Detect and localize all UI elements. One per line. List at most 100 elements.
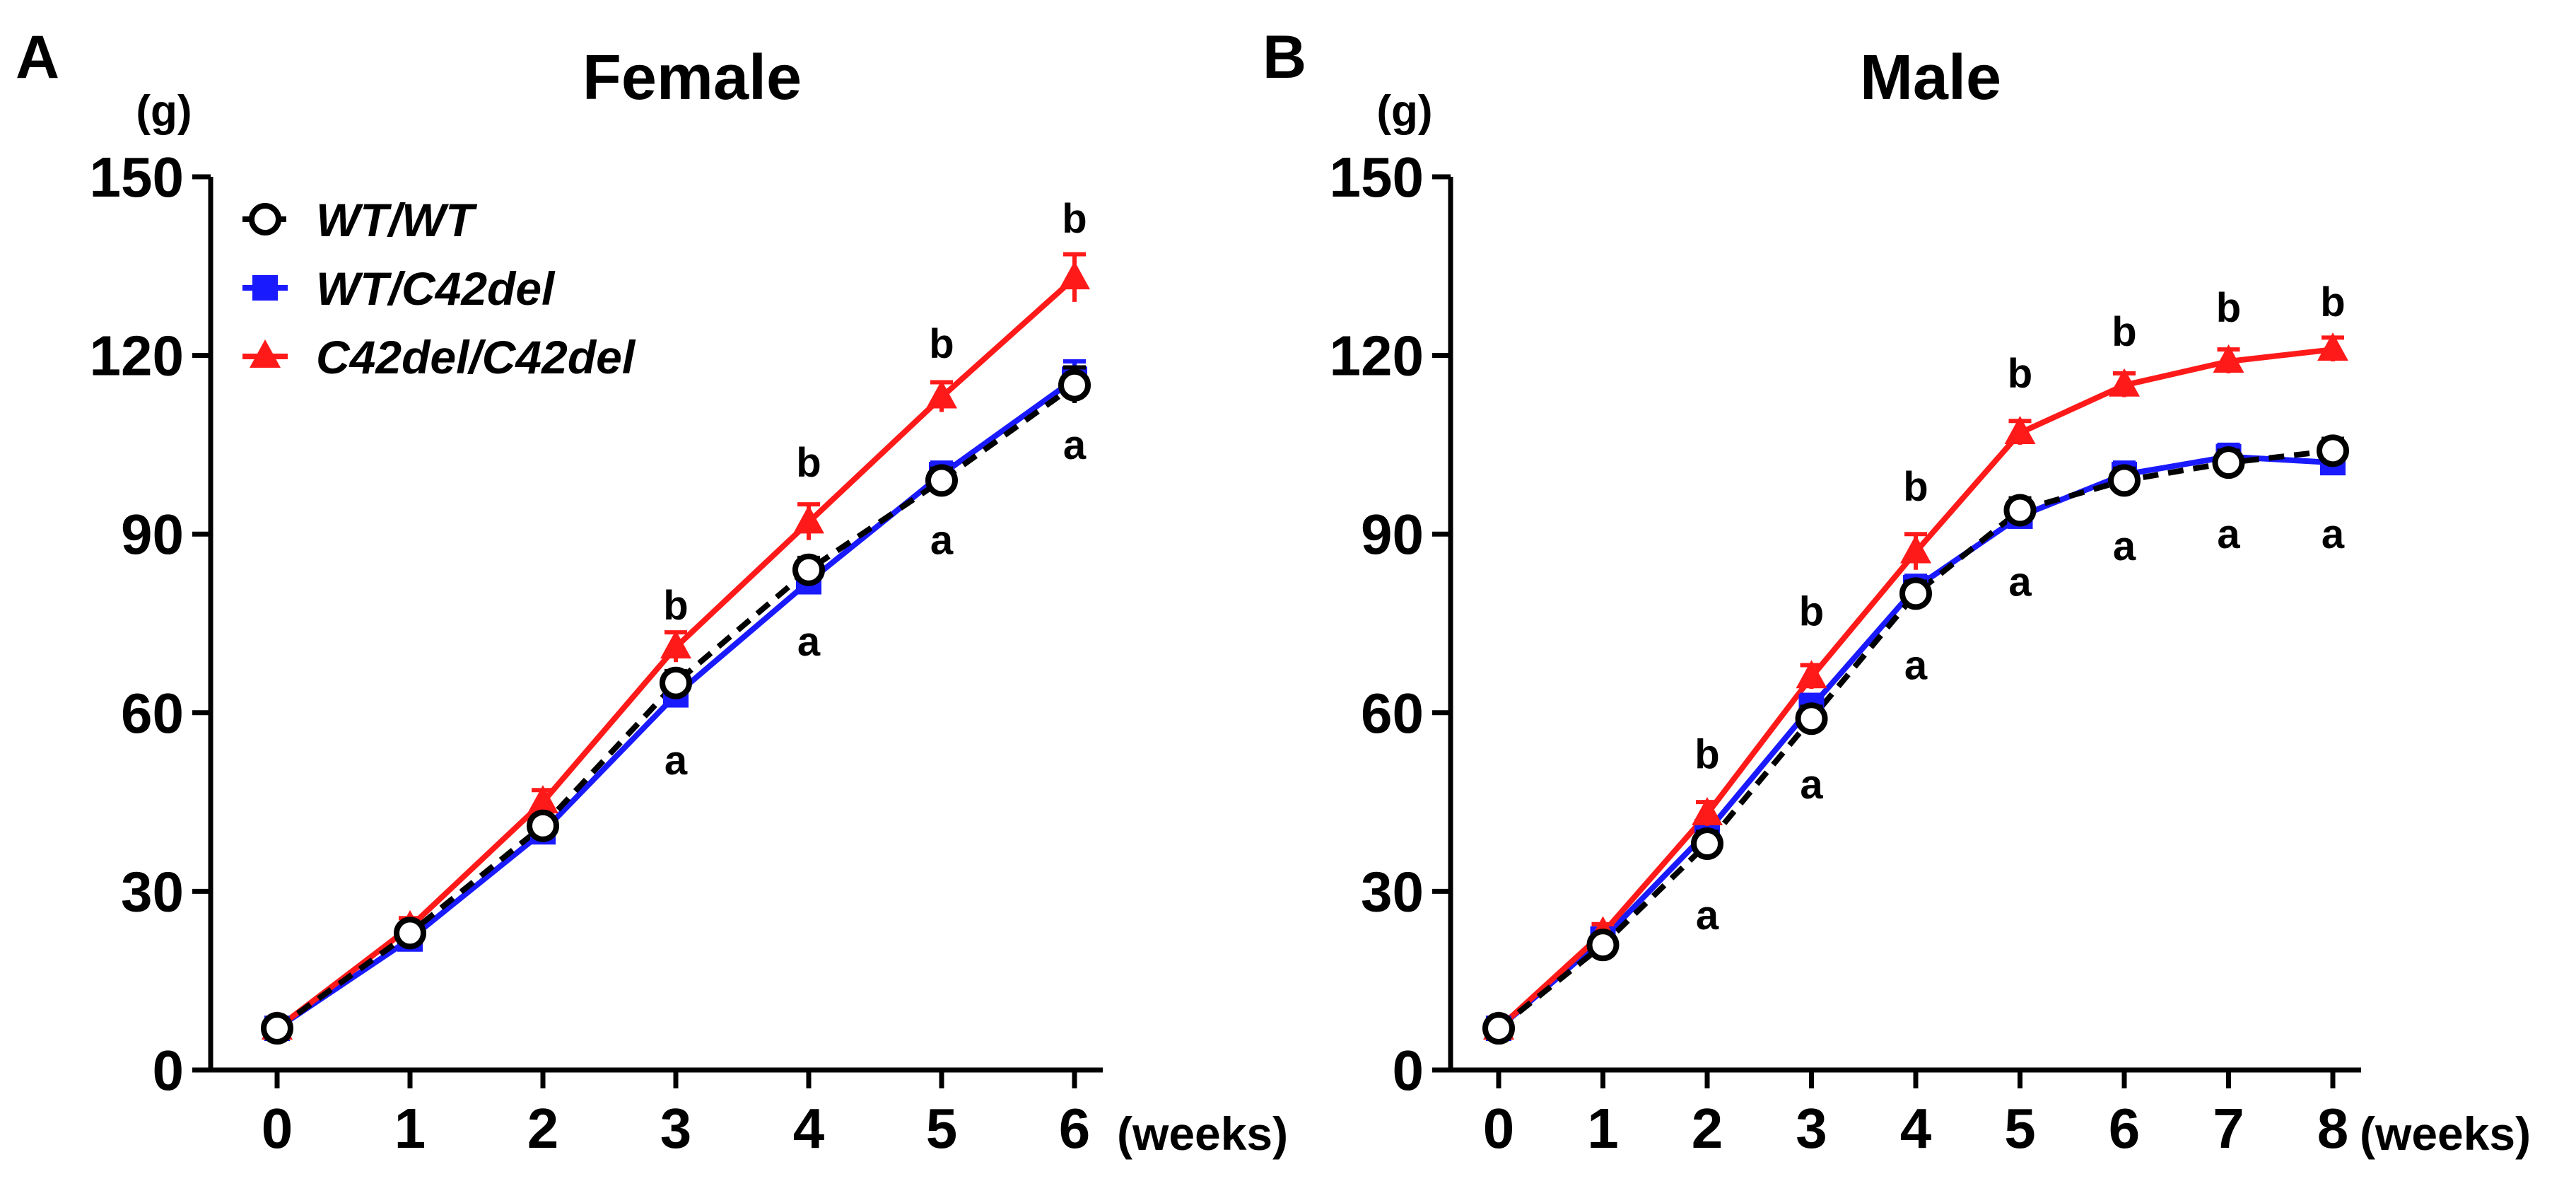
panel-a-point-wt-wt xyxy=(527,809,559,842)
panel-a-x-tick-label: 5 xyxy=(926,1097,958,1160)
panel-b-y-tick-label: 0 xyxy=(1393,1039,1424,1102)
panel-b-x-tick-label: 8 xyxy=(2317,1097,2349,1160)
panel-b-x-tick-label: 5 xyxy=(2004,1097,2036,1160)
panel-a-point-wt-wt xyxy=(261,1012,293,1045)
panel-a-point-c42del-c42del xyxy=(1059,261,1090,290)
panel-a-point-wt-wt xyxy=(792,553,825,586)
panel-b-point-c42del-c42del xyxy=(1796,660,1827,689)
panel-b-point-wt-wt xyxy=(2108,464,2141,497)
panel-b-y-tick-label: 150 xyxy=(1330,146,1424,209)
legend-marker-wt-wt xyxy=(249,203,281,235)
panel-a-point-c42del-c42del xyxy=(793,505,824,534)
panel-b-x-tick-label: 0 xyxy=(1483,1097,1515,1160)
panel-b-significance-letter: b xyxy=(2008,351,2032,397)
panel-b-significance-letter: b xyxy=(1799,589,1824,635)
panel-b: B Male (g) (weeks) 0 30 60 90 120 150 0 1 2 3 4 5 6 7… xyxy=(1263,23,2531,1160)
panel-a-x-tick-label: 0 xyxy=(262,1097,293,1160)
panel-b-point-c42del-c42del xyxy=(2109,368,2140,397)
panel-b-y-tick-label: 60 xyxy=(1361,682,1424,745)
panel-b-x-tick-label: 7 xyxy=(2213,1097,2244,1160)
panel-b-significance-letter: b xyxy=(2320,279,2345,325)
panel-a-letter: A xyxy=(16,23,59,91)
panel-a-point-wt-wt xyxy=(394,917,426,950)
panel-a-y-unit: (g) xyxy=(136,87,192,136)
panel-a-x-tick-label: 1 xyxy=(394,1097,426,1160)
panel-b-x-tick-label: 4 xyxy=(1900,1097,1932,1160)
panel-a-x-tick-label: 3 xyxy=(660,1097,692,1160)
panel-b-plot-area: b a b a b a b a b a b a b a xyxy=(1482,279,2349,1045)
panel-a-point-c42del-c42del xyxy=(926,380,957,409)
panel-b-point-wt-wt xyxy=(1795,702,1828,735)
panel-a-point-wt-wt xyxy=(925,464,958,497)
panel-a-point-c42del-c42del xyxy=(660,630,691,659)
panel-a-axes: 0 30 60 90 120 150 0 1 2 3 4 5 6 xyxy=(90,146,1103,1160)
panel-b-significance-letter: a xyxy=(2113,523,2136,569)
panel-b-y-unit: (g) xyxy=(1376,87,1432,136)
panel-b-significance-letter: a xyxy=(1904,642,1928,688)
panel-a-point-wt-wt xyxy=(1058,368,1091,402)
legend-label-wt-c42del: WT/C42del xyxy=(316,262,556,315)
panel-a-x-tick-label: 6 xyxy=(1059,1097,1091,1160)
panel-b-title: Male xyxy=(1860,42,2001,113)
panel-a-y-tick-label: 150 xyxy=(90,146,184,209)
panel-b-significance-letter: a xyxy=(2217,511,2240,557)
panel-b-significance-letter: b xyxy=(1694,732,1719,778)
panel-a-y-tick-label: 90 xyxy=(121,503,184,566)
panel-a-y-tick-label: 120 xyxy=(90,325,184,388)
legend-label-c42del-c42del: C42del/C42del xyxy=(316,331,636,383)
panel-a-y-tick-label: 30 xyxy=(121,860,184,923)
panel-a-point-c42del-c42del xyxy=(527,785,558,814)
panel-b-x-unit: (weeks) xyxy=(2360,1107,2531,1160)
panel-b-significance-letter: a xyxy=(2322,511,2345,557)
panel-b-significance-letter: b xyxy=(2112,309,2136,355)
legend-label-wt-wt: WT/WT xyxy=(316,194,477,246)
panel-b-significance-letter: a xyxy=(1696,892,1719,938)
panel-b-point-c42del-c42del xyxy=(1692,796,1723,825)
panel-b-point-wt-wt xyxy=(2003,494,2037,527)
panel-b-y-tick-label: 120 xyxy=(1330,325,1424,388)
panel-b-x-tick-label: 3 xyxy=(1796,1097,1827,1160)
panel-b-point-wt-wt xyxy=(1899,577,1932,610)
panel-a-x-tick-label: 4 xyxy=(793,1097,825,1160)
panel-b-point-wt-wt xyxy=(2212,446,2245,479)
panel-a-y-tick-label: 60 xyxy=(121,682,184,745)
panel-b-significance-letter: a xyxy=(1800,762,1823,808)
panel-a-plot-area: b a b a b a b a xyxy=(261,196,1091,1045)
panel-b-point-wt-wt xyxy=(2317,434,2349,467)
panel-b-axes: 0 30 60 90 120 150 0 1 2 3 4 5 6 7 8 xyxy=(1330,146,2361,1160)
panel-b-x-tick-label: 6 xyxy=(2109,1097,2141,1160)
panel-b-significance-letter: b xyxy=(2216,285,2241,331)
panel-a-significance-letter: b xyxy=(796,440,821,486)
panel-b-point-c42del-c42del xyxy=(2317,332,2348,361)
panel-a-significance-letter: b xyxy=(1062,196,1087,242)
panel-a-significance-letter: b xyxy=(929,321,954,367)
panel-a-x-unit: (weeks) xyxy=(1117,1107,1288,1160)
panel-a-significance-letter: a xyxy=(1063,422,1087,468)
legend-marker-wt-c42del xyxy=(252,275,278,301)
panel-a-significance-letter: b xyxy=(663,583,688,629)
panel-b-point-wt-wt xyxy=(1691,827,1723,861)
panel-b-x-tick-label: 2 xyxy=(1692,1097,1723,1160)
panel-b-x-tick-label: 1 xyxy=(1587,1097,1619,1160)
panel-b-letter: B xyxy=(1263,23,1306,91)
panel-b-point-c42del-c42del xyxy=(1900,535,1931,564)
panel-a-significance-letter: a xyxy=(797,619,821,665)
panel-a-title: Female xyxy=(582,42,802,113)
panel-b-point-wt-wt xyxy=(1586,929,1620,962)
panel-a-y-tick-label: 0 xyxy=(153,1039,185,1102)
panel-a-point-wt-wt xyxy=(660,666,692,699)
panel-b-series-line-wt-wt xyxy=(1497,448,2334,1031)
panel-a: A Female (g) (weeks) 0 30 60 90 120 150 0 1 2 3 4 5… xyxy=(16,23,1288,1160)
panel-b-point-c42del-c42del xyxy=(2004,416,2036,445)
legend-marker-c42del-c42del xyxy=(250,339,281,368)
panel-b-significance-letter: b xyxy=(1903,464,1928,510)
panel-a-x-tick-label: 2 xyxy=(527,1097,559,1160)
panel-a-significance-letter: a xyxy=(930,518,954,564)
panel-b-significance-letter: a xyxy=(2008,559,2032,605)
panel-b-y-tick-label: 30 xyxy=(1361,860,1424,923)
panel-b-y-tick-label: 90 xyxy=(1361,503,1424,566)
panel-b-point-c42del-c42del xyxy=(2213,344,2244,373)
